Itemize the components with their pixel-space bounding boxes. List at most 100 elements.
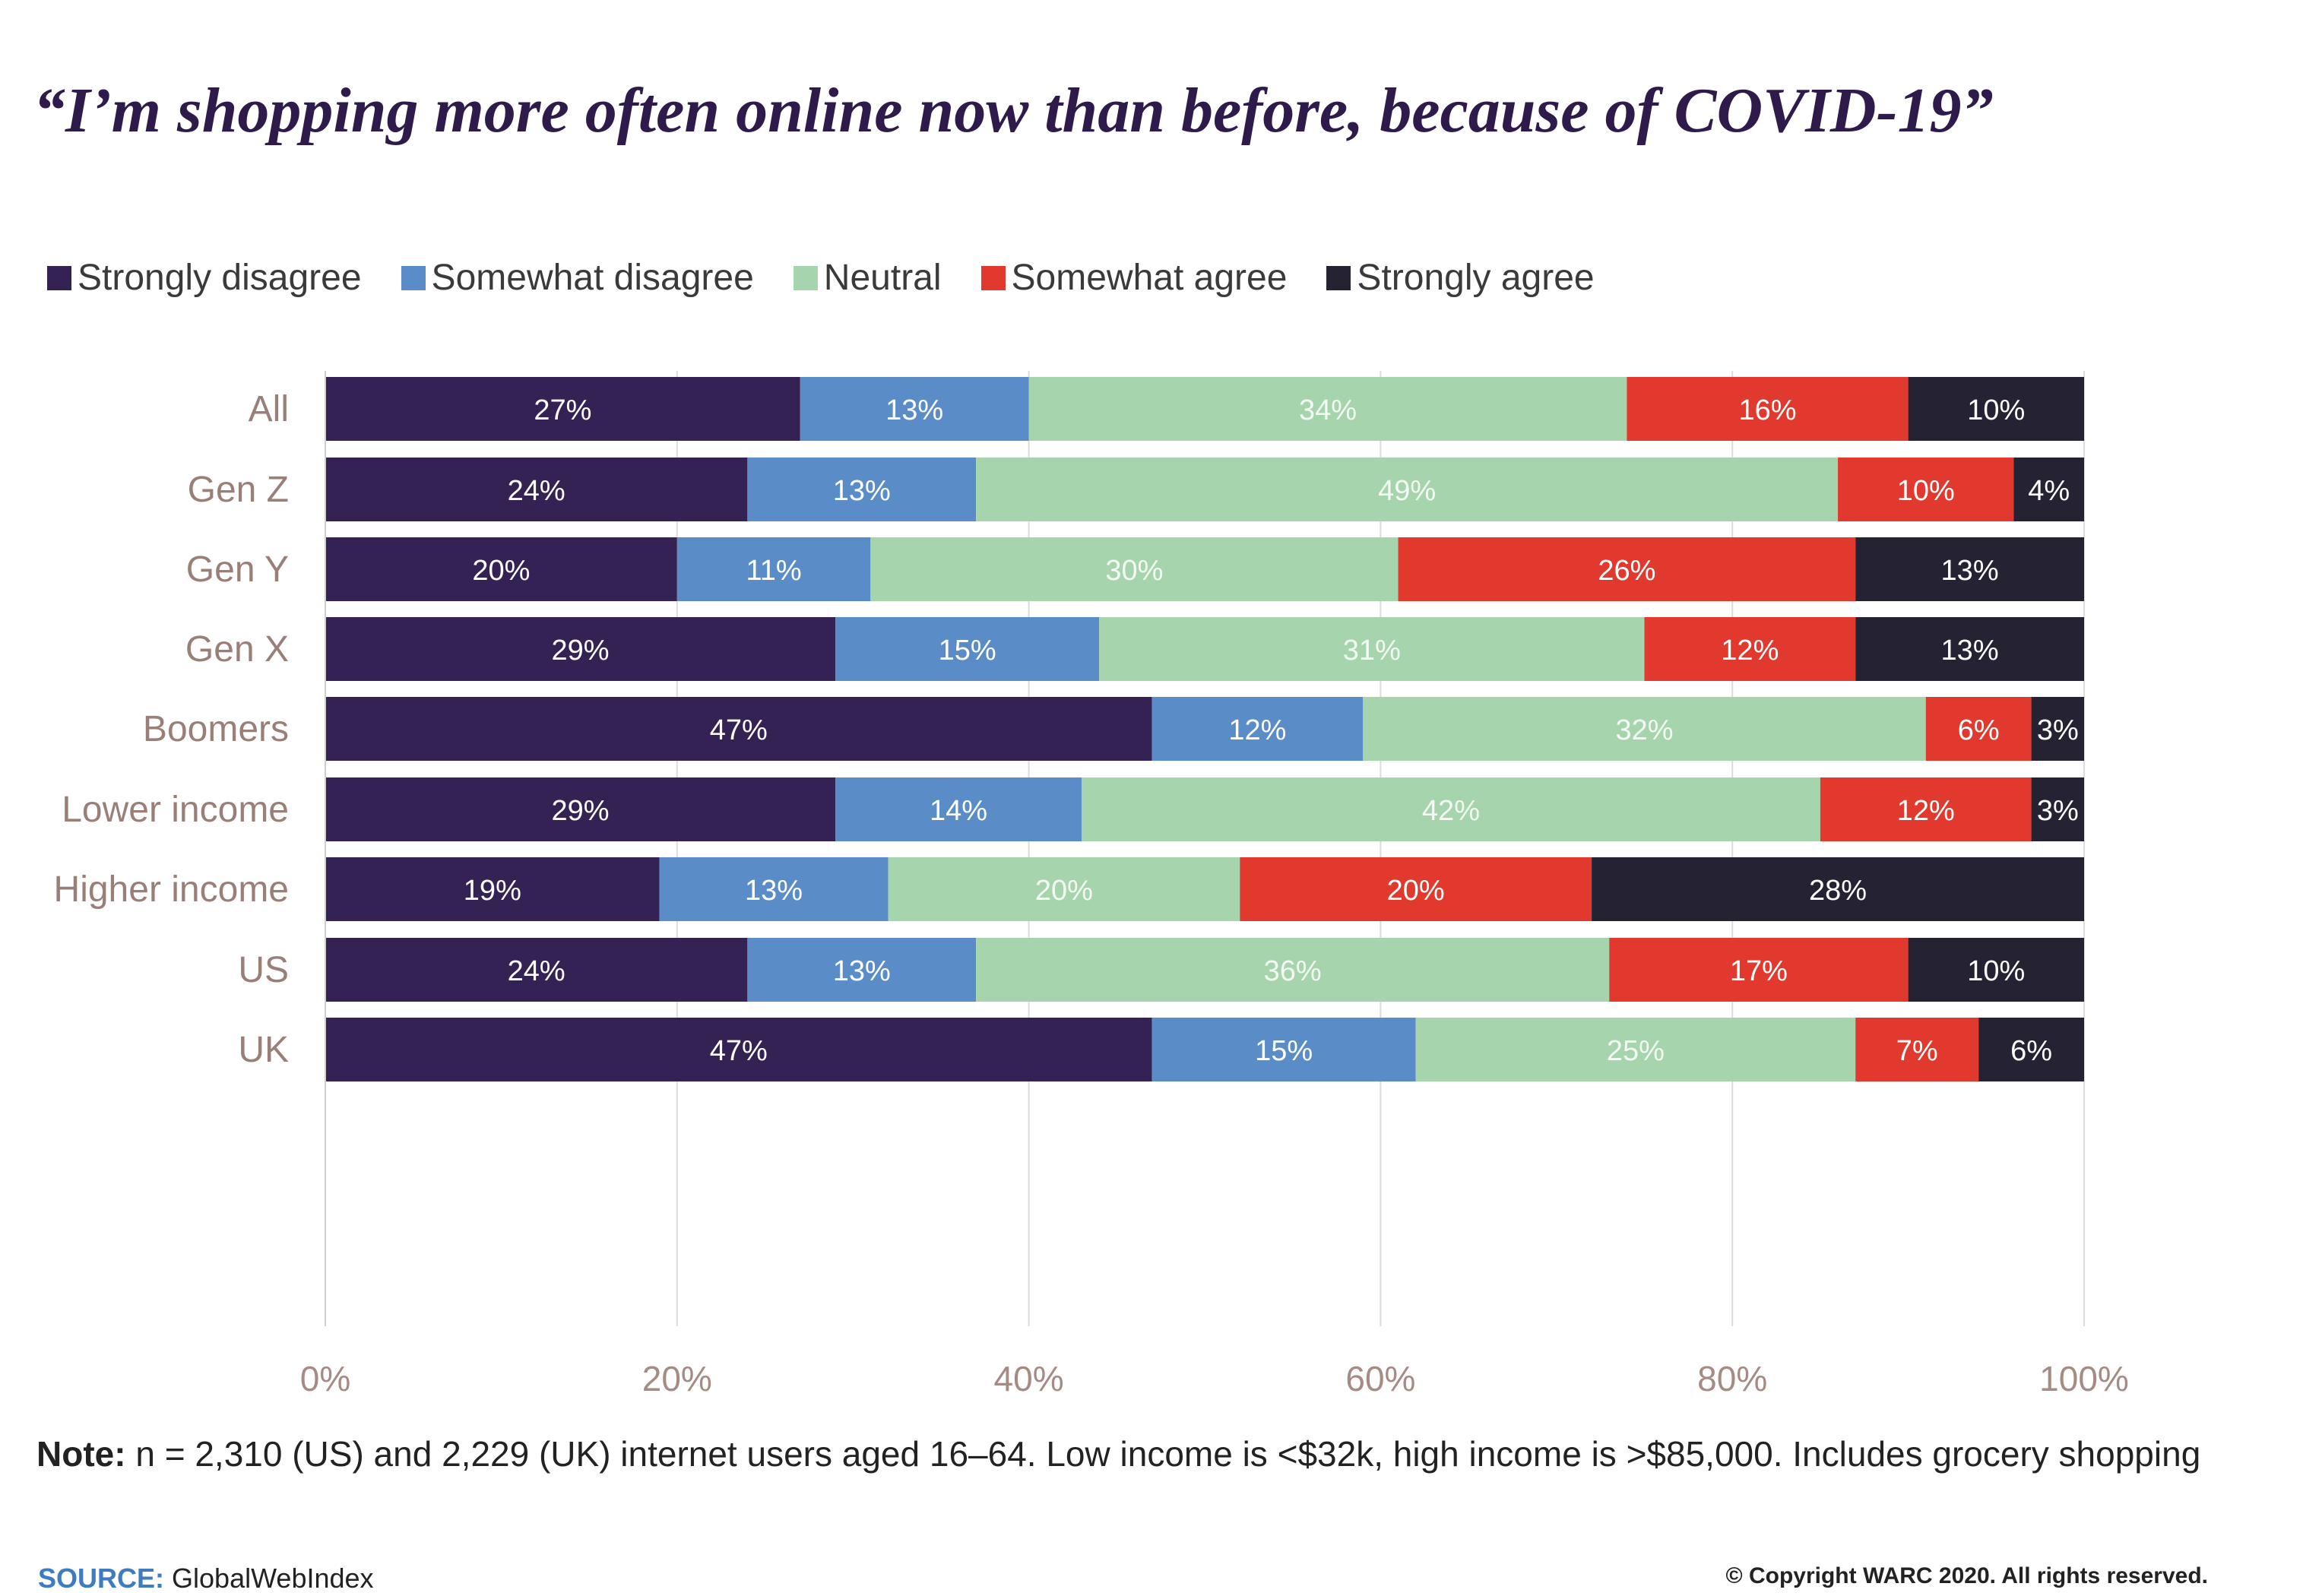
- data-label: 20%: [1035, 875, 1093, 907]
- bar-segment-somewhat-agree: [1855, 1018, 1979, 1081]
- data-label: 13%: [885, 394, 943, 426]
- bar-segment-somewhat-disagree: [800, 377, 1029, 441]
- bar-segment-somewhat-agree: [1820, 777, 2032, 841]
- bar-segment-strongly-disagree: [325, 938, 748, 1002]
- bar-segment-somewhat-disagree: [676, 537, 871, 601]
- data-label: 28%: [1809, 875, 1867, 907]
- data-label: 13%: [833, 955, 891, 987]
- bar-segment-neutral: [1099, 617, 1645, 681]
- bar-segment-neutral: [1028, 377, 1627, 441]
- data-label: 6%: [2010, 1035, 2052, 1067]
- category-label: Gen X: [185, 629, 289, 670]
- legend-label-neutral: Neutral: [823, 258, 942, 298]
- data-label: 30%: [1105, 555, 1163, 587]
- data-label: 13%: [1941, 635, 1999, 667]
- bar-segment-neutral: [976, 938, 1610, 1002]
- category-label: Gen Z: [188, 470, 289, 510]
- data-label: 4%: [2028, 475, 2070, 507]
- category-label: All: [249, 389, 289, 429]
- bar-segment-strongly-disagree: [325, 1018, 1152, 1081]
- bar-segment-neutral: [1415, 1018, 1856, 1081]
- data-label: 25%: [1607, 1035, 1665, 1067]
- data-label: 31%: [1343, 635, 1401, 667]
- data-label: 47%: [710, 1035, 768, 1067]
- bar-segment-strongly-disagree: [325, 537, 677, 601]
- x-tick-label: 40%: [994, 1359, 1064, 1398]
- bar-segment-somewhat-disagree: [659, 857, 889, 921]
- legend-swatch-somewhat-disagree: [401, 265, 426, 290]
- legend-swatch-strongly-disagree: [47, 265, 71, 290]
- legend-label-somewhat-agree: Somewhat agree: [1011, 258, 1288, 298]
- legend-label-somewhat-disagree: Somewhat disagree: [431, 258, 754, 298]
- bar-segment-strongly-agree: [1978, 1018, 2084, 1081]
- data-label: 17%: [1730, 955, 1788, 987]
- data-label: 29%: [551, 635, 609, 667]
- data-label: 6%: [1958, 714, 2000, 746]
- copyright-notice: © Copyright WARC 2020. All rights reserv…: [1725, 1563, 2208, 1588]
- legend-swatch-strongly-agree: [1326, 265, 1351, 290]
- data-label: 12%: [1897, 795, 1955, 827]
- data-label: 27%: [534, 394, 591, 426]
- data-label: 3%: [2037, 714, 2079, 746]
- data-label: 10%: [1897, 475, 1955, 507]
- source-line: SOURCE: GlobalWebIndex: [38, 1563, 374, 1594]
- stacked-bar-chart: 0% 20% 40% 60% 80% 100% All 27% 13% 34% 16% 10% Gen …: [54, 371, 2129, 1398]
- legend-item-neutral: Neutral: [793, 257, 942, 299]
- note-text: n = 2,310 (US) and 2,229 (UK) internet u…: [135, 1434, 2201, 1474]
- data-label: 11%: [746, 555, 801, 587]
- bar-segment-somewhat-disagree: [747, 458, 977, 521]
- data-label: 49%: [1378, 475, 1436, 507]
- legend-item-strongly-disagree: Strongly disagree: [47, 257, 362, 299]
- bar-segment-strongly-disagree: [325, 777, 836, 841]
- bar-segment-neutral: [888, 857, 1240, 921]
- data-label: 26%: [1598, 555, 1655, 587]
- bar-segment-somewhat-disagree: [835, 777, 1082, 841]
- data-label: 20%: [472, 555, 530, 587]
- source-label: SOURCE:: [38, 1563, 165, 1594]
- x-tick-label: 60%: [1345, 1359, 1415, 1398]
- note-label: Note:: [36, 1434, 126, 1474]
- data-label: 13%: [833, 475, 891, 507]
- legend-item-somewhat-agree: Somewhat agree: [980, 257, 1288, 299]
- bar-segment-somewhat-agree: [1838, 458, 2014, 521]
- bar-segment-strongly-disagree: [325, 857, 660, 921]
- data-label: 12%: [1721, 635, 1779, 667]
- data-label: 12%: [1228, 714, 1286, 746]
- bar-segment-somewhat-disagree: [747, 938, 977, 1002]
- data-label: 15%: [939, 635, 996, 667]
- bar-segment-somewhat-disagree: [835, 617, 1100, 681]
- bar-segment-strongly-disagree: [325, 617, 836, 681]
- data-label: 19%: [464, 875, 521, 907]
- legend-label-strongly-agree: Strongly agree: [1357, 258, 1595, 298]
- bar-segment-strongly-disagree: [325, 377, 800, 441]
- chart-title: “I’m shopping more often online now than…: [33, 75, 1994, 146]
- x-tick-label: 80%: [1697, 1359, 1767, 1398]
- category-label: UK: [238, 1030, 289, 1070]
- data-label: 24%: [508, 475, 565, 507]
- data-label: 36%: [1264, 955, 1322, 987]
- bar-segment-somewhat-agree: [1240, 857, 1592, 921]
- data-label: 10%: [1967, 955, 2025, 987]
- chart-note: Note: n = 2,310 (US) and 2,229 (UK) inte…: [36, 1429, 2279, 1479]
- bar-segment-strongly-agree: [2031, 777, 2084, 841]
- bar-segment-strongly-agree: [1908, 377, 2084, 441]
- data-label: 47%: [710, 714, 768, 746]
- bar-segment-strongly-agree: [1908, 938, 2084, 1002]
- data-label: 24%: [508, 955, 565, 987]
- bar-segment-neutral: [976, 458, 1839, 521]
- bar-segment-somewhat-agree: [1398, 537, 1856, 601]
- x-tick-label: 20%: [642, 1359, 712, 1398]
- bar-segment-strongly-disagree: [325, 697, 1152, 761]
- bar-segment-somewhat-disagree: [1151, 697, 1364, 761]
- data-label: 16%: [1738, 394, 1796, 426]
- bar-segment-strongly-disagree: [325, 458, 748, 521]
- bar-segment-somewhat-agree: [1644, 617, 1856, 681]
- bar-segment-strongly-agree: [1855, 617, 2084, 681]
- legend-label-strongly-disagree: Strongly disagree: [78, 258, 362, 298]
- data-label: 13%: [745, 875, 803, 907]
- bar-segment-neutral: [1363, 697, 1926, 761]
- x-tick-label: 100%: [2039, 1359, 2129, 1398]
- bar-segment-strongly-agree: [1592, 857, 2084, 921]
- bar-segment-somewhat-disagree: [1151, 1018, 1416, 1081]
- source-text: GlobalWebIndex: [172, 1563, 374, 1594]
